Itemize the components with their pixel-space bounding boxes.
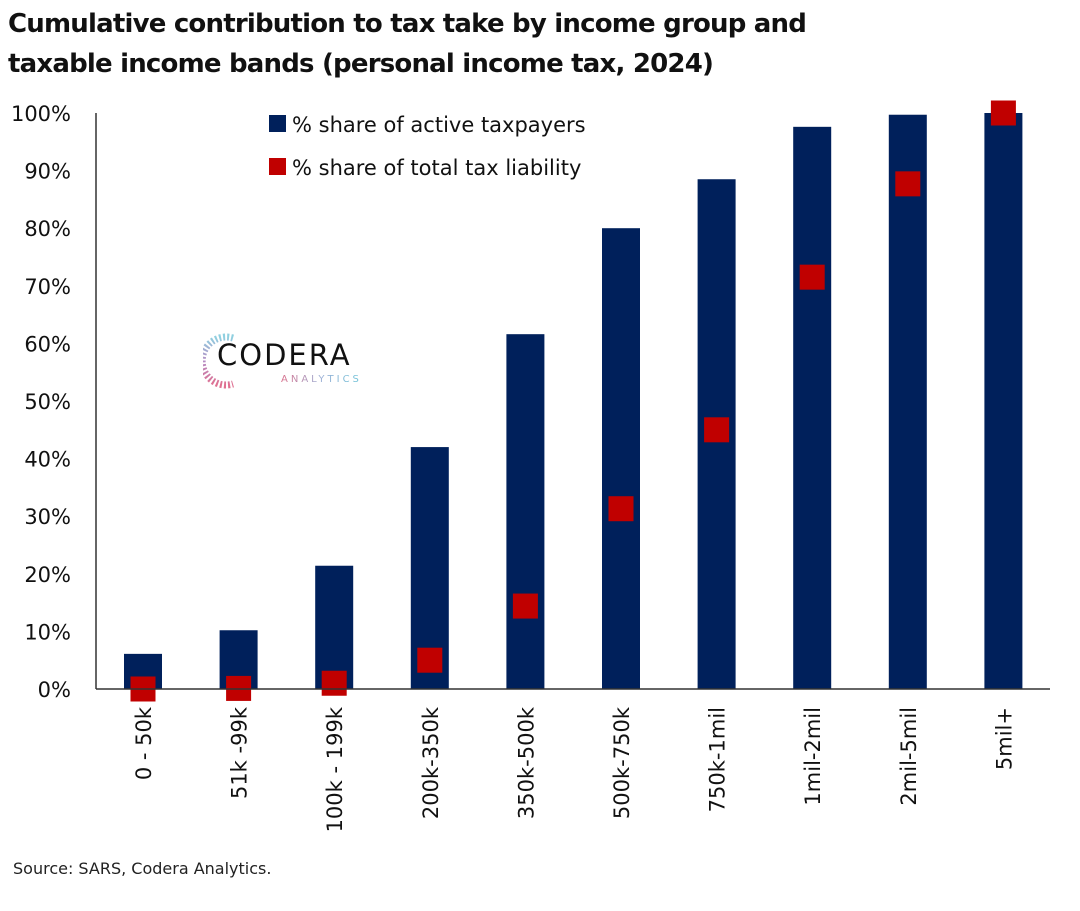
x-tick-label: 500k-750k xyxy=(610,706,634,819)
y-tick-label: 0% xyxy=(38,678,71,702)
marker-tax-liability xyxy=(608,496,634,522)
bar-active-taxpayers xyxy=(602,228,640,689)
logo-subtitle: ANALYTICS xyxy=(281,374,362,385)
legend-swatch-bars xyxy=(269,115,286,132)
x-tick-label: 0 - 50k xyxy=(132,706,156,780)
legend: % share of active taxpayers % share of t… xyxy=(269,113,586,180)
chart-title: Cumulative contribution to tax take by i… xyxy=(8,9,807,79)
y-tick-label: 100% xyxy=(11,102,71,126)
marker-tax-liability xyxy=(799,264,825,290)
bar-active-taxpayers xyxy=(888,114,927,689)
bar-active-taxpayers xyxy=(793,126,832,690)
marker-tax-liability xyxy=(895,171,921,197)
y-tick-label: 40% xyxy=(24,448,71,472)
bar-series xyxy=(124,113,1023,690)
x-axis-labels: 0 - 50k 51k -99k 100k - 199k 200k-350k 350k-… xyxy=(132,706,1016,832)
logo-arc-icon xyxy=(203,333,234,389)
bar-active-taxpayers xyxy=(315,565,354,689)
x-tick-label: 750k-1mil xyxy=(706,707,730,812)
codera-logo: CODERA ANALYTICS xyxy=(203,332,373,392)
marker-tax-liability xyxy=(512,593,538,619)
x-tick-label: 51k -99k xyxy=(228,706,252,799)
y-tick-label: 30% xyxy=(24,505,71,529)
x-tick-label: 1mil-2mil xyxy=(801,707,825,806)
legend-label-markers: % share of total tax liability xyxy=(292,156,581,180)
marker-tax-liability xyxy=(990,100,1016,126)
marker-tax-liability xyxy=(417,647,443,673)
legend-label-bars: % share of active taxpayers xyxy=(292,113,586,137)
source-note: Source: SARS, Codera Analytics. xyxy=(13,859,272,878)
marker-tax-liability xyxy=(321,670,347,696)
y-tick-label: 60% xyxy=(24,332,71,356)
x-tick-label: 100k - 199k xyxy=(323,706,347,832)
y-tick-label: 20% xyxy=(24,563,71,587)
marker-series xyxy=(130,100,1016,702)
y-tick-label: 10% xyxy=(24,620,71,644)
marker-tax-liability xyxy=(704,417,730,443)
x-tick-label: 5mil+ xyxy=(992,707,1016,770)
logo-wordmark: CODERA xyxy=(217,338,352,372)
y-axis-ticks: 0% 10% 20% 30% 40% 50% 60% 70% 80% 90% 100% xyxy=(11,102,71,702)
x-tick-label: 2mil-5mil xyxy=(897,707,921,806)
x-tick-label: 350k-500k xyxy=(514,706,538,819)
y-tick-label: 80% xyxy=(24,217,71,241)
y-tick-label: 50% xyxy=(24,390,71,414)
bar-active-taxpayers xyxy=(506,334,545,689)
legend-swatch-markers xyxy=(269,158,286,175)
y-tick-label: 90% xyxy=(24,160,71,184)
x-tick-label: 200k-350k xyxy=(419,706,443,819)
y-tick-label: 70% xyxy=(24,275,71,299)
bar-active-taxpayers xyxy=(984,113,1023,689)
